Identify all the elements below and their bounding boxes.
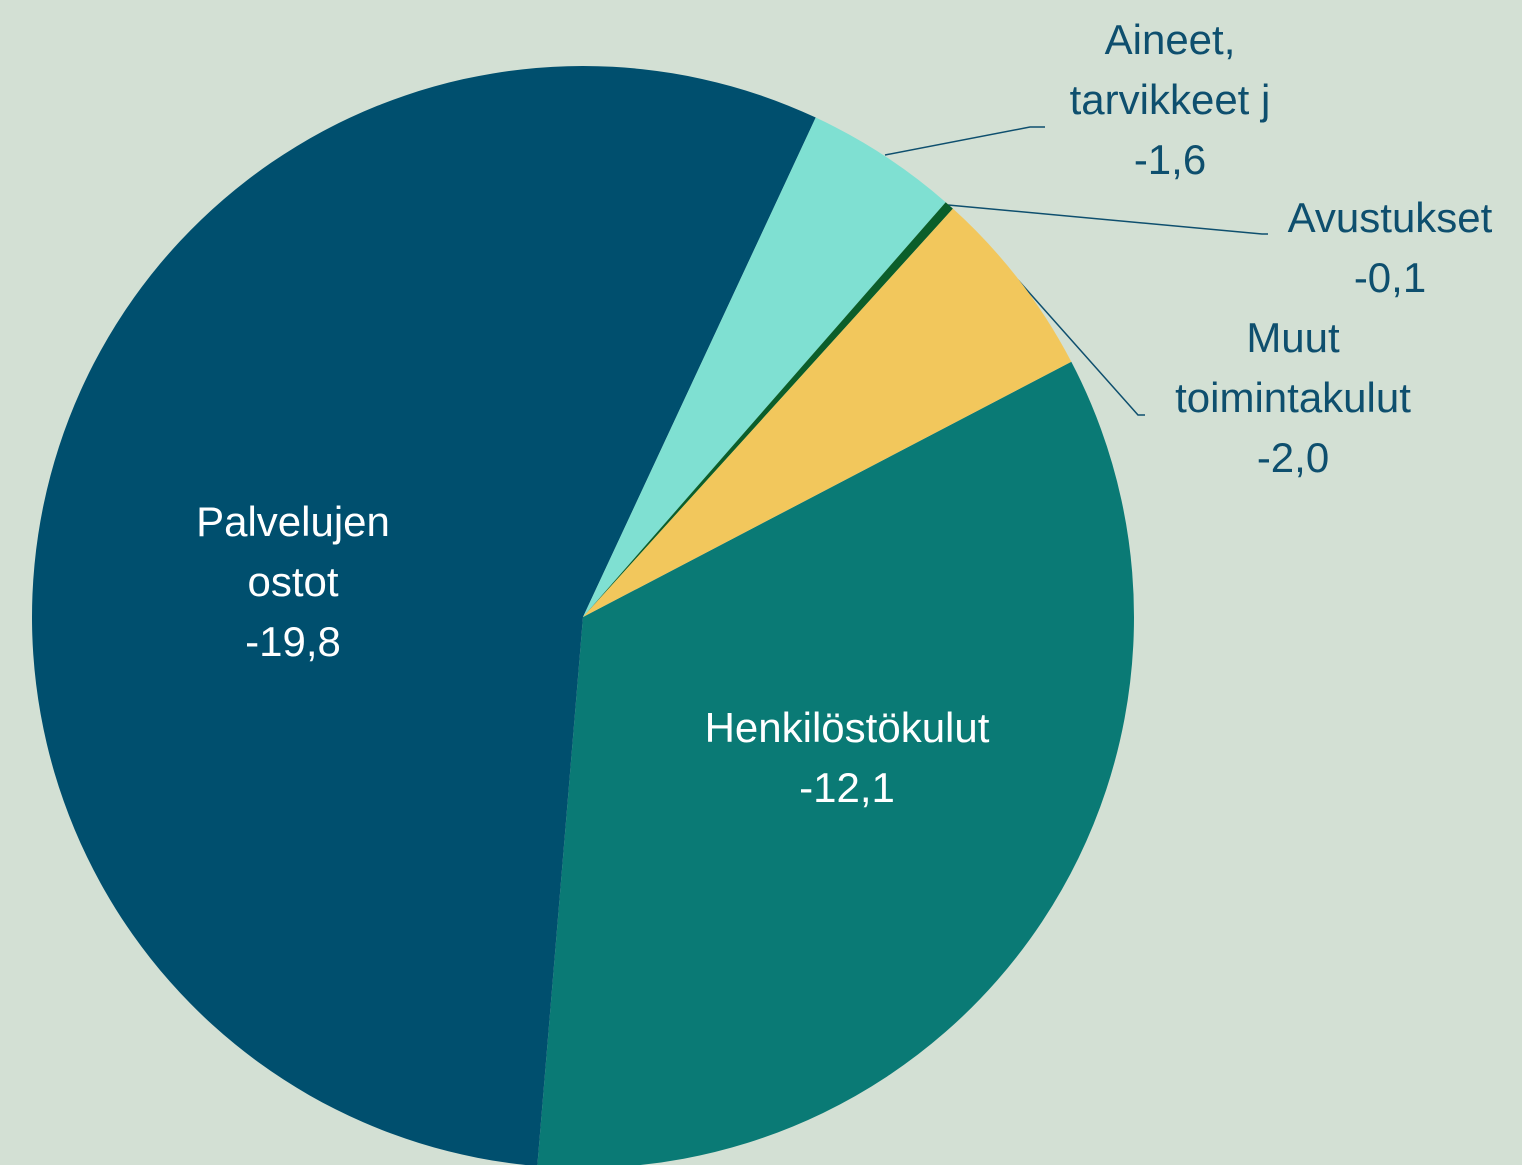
pie-slice xyxy=(537,361,1134,1165)
category-label: Muut toimintakulut xyxy=(1175,314,1411,421)
pie-slice xyxy=(32,66,816,1165)
value-label: -19,8 xyxy=(245,618,341,665)
leader-line xyxy=(884,126,1045,156)
leader-line xyxy=(1017,279,1145,416)
slice-label: Aineet, tarvikkeet j -1,6 xyxy=(1025,10,1315,190)
slice-label: Muut toimintakulut -2,0 xyxy=(1128,308,1458,488)
category-label: Palvelujen ostot xyxy=(196,498,390,605)
pie-slice xyxy=(583,117,946,618)
slice-label: Palvelujen ostot -19,8 xyxy=(163,492,423,672)
value-label: -1,6 xyxy=(1133,136,1207,183)
slice-label: Henkilöstökulut -12,1 xyxy=(637,698,1057,818)
value-label: -0,1 xyxy=(1353,254,1427,301)
value-label: -12,1 xyxy=(799,764,895,811)
category-label: Avustukset xyxy=(1287,194,1493,241)
pie-slice xyxy=(583,202,953,617)
slice-label: Avustukset -0,1 xyxy=(1240,188,1522,308)
value-label: -2,0 xyxy=(1256,434,1330,481)
leader-line xyxy=(947,204,1268,235)
category-label: Henkilöstökulut xyxy=(704,704,990,751)
category-label: Aineet, tarvikkeet j xyxy=(1069,16,1271,123)
pie-slice xyxy=(583,208,1072,617)
